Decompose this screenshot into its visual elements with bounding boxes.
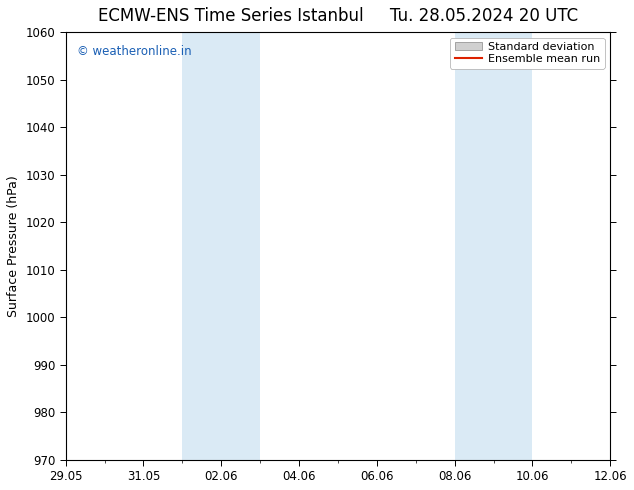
Y-axis label: Surface Pressure (hPa): Surface Pressure (hPa) [7,175,20,317]
Legend: Standard deviation, Ensemble mean run: Standard deviation, Ensemble mean run [450,38,605,69]
Bar [455,32,533,460]
Text: © weatheronline.in: © weatheronline.in [77,45,191,58]
Bar [183,32,260,460]
Title: ECMW-ENS Time Series Istanbul     Tu. 28.05.2024 20 UTC: ECMW-ENS Time Series Istanbul Tu. 28.05.… [98,7,578,25]
